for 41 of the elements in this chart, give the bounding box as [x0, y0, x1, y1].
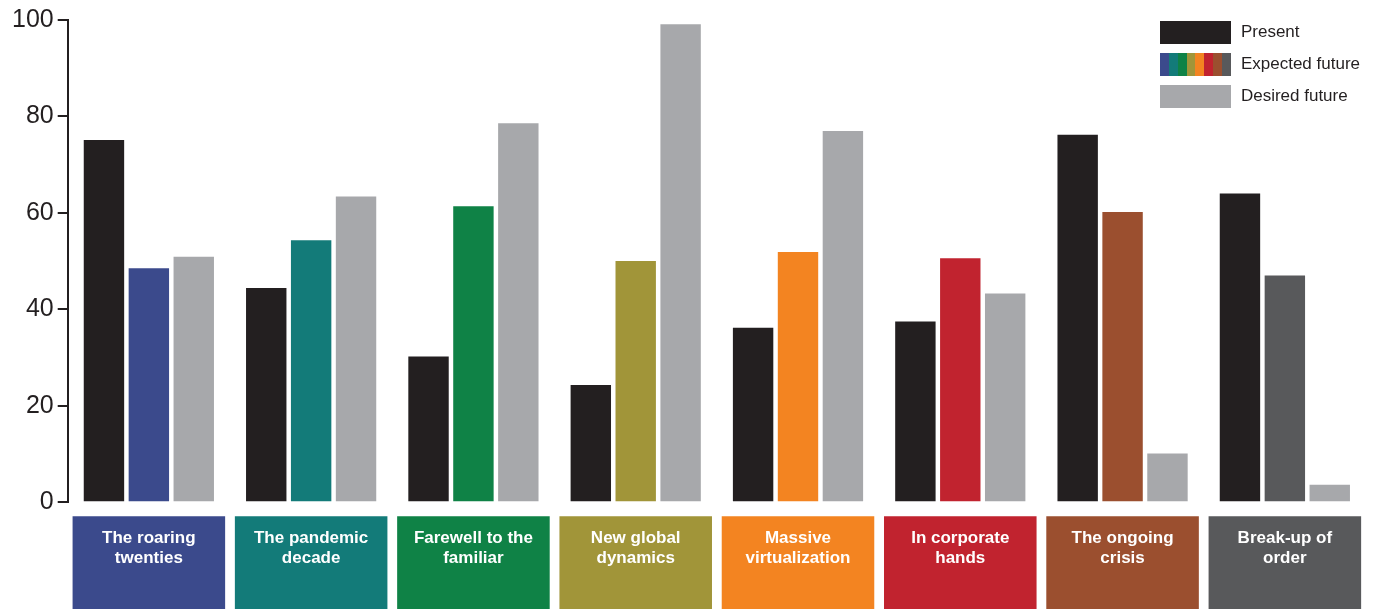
bar — [1057, 134, 1098, 502]
y-tick-label: 80 — [25, 100, 54, 129]
y-tick-label: 40 — [25, 293, 54, 322]
y-tick-label: 100 — [11, 3, 54, 32]
bar — [290, 240, 332, 502]
x-tick-label: The pandemic decade — [253, 528, 369, 568]
bar — [732, 327, 774, 502]
y-tick-label: 60 — [25, 196, 54, 225]
bar — [1309, 484, 1350, 502]
legend-label: Expected future — [1240, 54, 1360, 74]
bar — [895, 321, 936, 502]
bar — [453, 206, 494, 502]
bar — [335, 196, 377, 502]
bar — [498, 123, 539, 502]
x-tick-label: Farewell to the familiar — [413, 528, 533, 568]
bar — [1219, 193, 1261, 502]
bar — [822, 130, 864, 502]
bar — [777, 251, 819, 502]
x-tick-label: In corporate hands — [911, 528, 1010, 568]
bar — [1147, 453, 1188, 502]
x-tick-label: The ongoing crisis — [1071, 528, 1174, 568]
y-tick-label: 20 — [25, 389, 54, 418]
bar — [246, 288, 287, 502]
bar — [408, 356, 449, 502]
bar — [1264, 275, 1306, 502]
bar — [83, 140, 125, 502]
x-tick-label: Break-up of order — [1237, 528, 1333, 568]
x-tick-label: New global dynamics — [590, 528, 681, 568]
legend-label: Present — [1240, 22, 1300, 42]
bar — [570, 385, 612, 502]
y-tick-label: 0 — [39, 486, 54, 515]
bar — [940, 258, 981, 502]
bar — [984, 293, 1026, 502]
bar — [128, 268, 170, 502]
bar — [615, 261, 656, 502]
legend-label: Desired future — [1240, 86, 1348, 106]
x-tick-label: The roaring twenties — [102, 528, 196, 568]
bar — [660, 24, 701, 502]
bar — [1102, 211, 1143, 502]
x-tick-label: Massive virtualization — [745, 528, 851, 568]
bar — [173, 256, 214, 502]
